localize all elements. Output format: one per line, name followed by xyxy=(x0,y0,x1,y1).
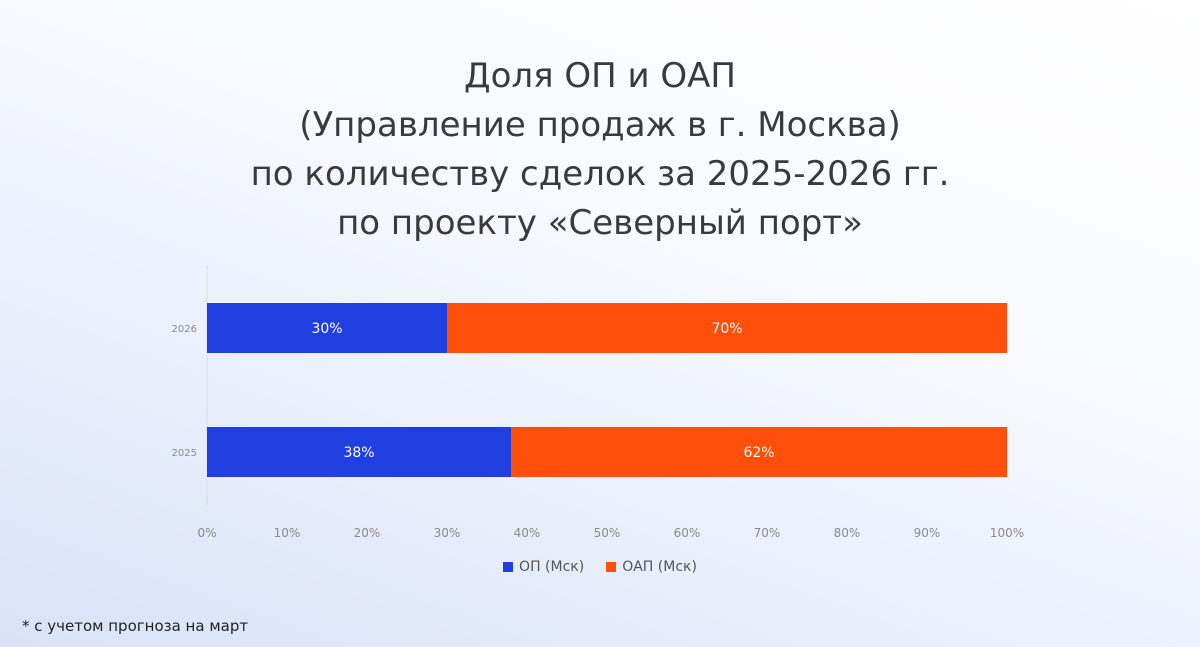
legend-swatch-op xyxy=(503,562,514,572)
x-tick-label: 60% xyxy=(674,526,701,540)
data-label-2025-oap: 62% xyxy=(743,445,774,461)
x-tick-label: 0% xyxy=(197,526,216,540)
x-tick-label: 40% xyxy=(514,526,541,540)
x-tick-label: 100% xyxy=(990,526,1024,540)
x-tick-label: 30% xyxy=(434,526,461,540)
title-line: по проекту «Северный порт» xyxy=(337,203,863,243)
x-tick-label: 20% xyxy=(354,526,381,540)
bar-2026-oap xyxy=(447,303,1007,353)
x-tick-label: 90% xyxy=(914,526,941,540)
footnote: * с учетом прогноза на март xyxy=(22,617,249,635)
legend: ОП (Мск) ОАП (Мск) xyxy=(0,559,1200,575)
data-label-2026-oap: 70% xyxy=(711,321,742,337)
bar-2025-op xyxy=(207,427,511,477)
legend-swatch-oap xyxy=(606,562,617,572)
title-line: Доля ОП и ОАП xyxy=(464,56,736,96)
title-line: (Управление продаж в г. Москва) xyxy=(299,105,901,145)
chart-title: Доля ОП и ОАП (Управление продаж в г. Мо… xyxy=(0,52,1200,248)
legend-label-oap: ОАП (Мск) xyxy=(622,559,697,575)
y-tick-label: 2025 xyxy=(172,448,197,459)
x-tick-label: 80% xyxy=(834,526,861,540)
x-tick-label: 50% xyxy=(594,526,621,540)
bar-2026-op xyxy=(207,303,447,353)
legend-item-oap: ОАП (Мск) xyxy=(606,559,697,575)
x-tick-label: 70% xyxy=(754,526,781,540)
legend-label-op: ОП (Мск) xyxy=(519,559,585,575)
data-label-2025-op: 38% xyxy=(343,445,374,461)
data-label-2026-op: 30% xyxy=(311,321,342,337)
x-tick-label: 10% xyxy=(274,526,301,540)
bar-2025-oap xyxy=(511,427,1007,477)
title-line: по количеству сделок за 2025-2026 гг. xyxy=(250,154,950,194)
y-tick-label: 2026 xyxy=(172,324,197,335)
legend-item-op: ОП (Мск) xyxy=(503,559,584,575)
